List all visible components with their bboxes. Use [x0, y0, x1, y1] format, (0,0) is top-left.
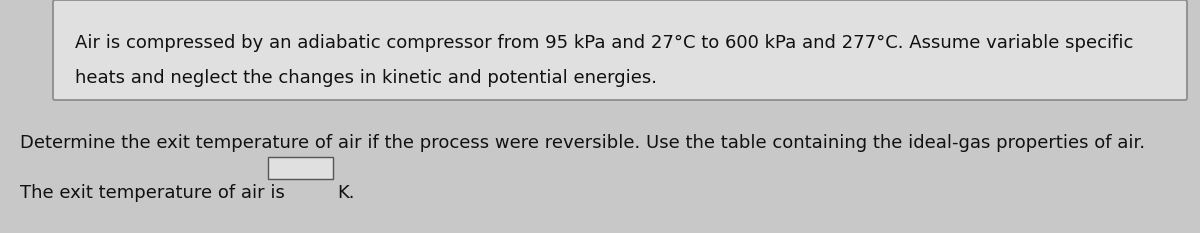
- Text: The exit temperature of air is: The exit temperature of air is: [20, 184, 290, 202]
- Bar: [268, 157, 334, 179]
- Text: K.: K.: [337, 184, 354, 202]
- Text: heats and neglect the changes in kinetic and potential energies.: heats and neglect the changes in kinetic…: [74, 69, 658, 87]
- Text: Air is compressed by an adiabatic compressor from 95 kPa and 27°C to 600 kPa and: Air is compressed by an adiabatic compre…: [74, 34, 1133, 52]
- Text: Determine the exit temperature of air if the process were reversible. Use the ta: Determine the exit temperature of air if…: [20, 134, 1145, 152]
- FancyBboxPatch shape: [53, 0, 1187, 100]
